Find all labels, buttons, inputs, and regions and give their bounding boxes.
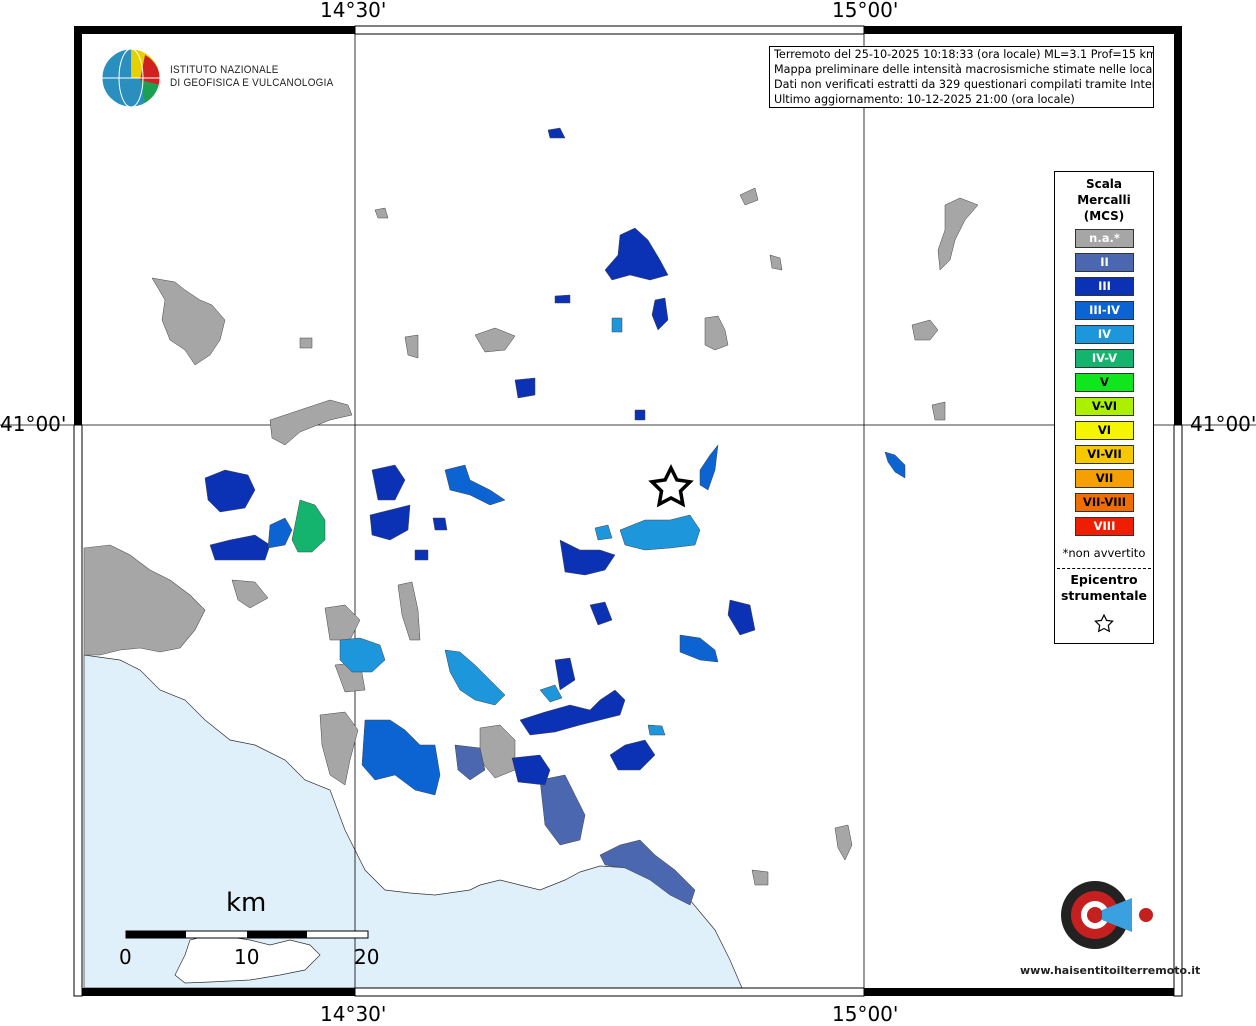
legend-item: VII <box>1075 469 1134 488</box>
scale-tick-10: 10 <box>234 945 260 969</box>
legend-item: VI-VII <box>1075 445 1134 464</box>
ingv-name-line1: ISTITUTO NAZIONALE <box>170 64 279 76</box>
legend-item: IV <box>1075 325 1134 344</box>
legend-title-line1: Scala <box>1085 177 1123 191</box>
legend-item: V <box>1075 373 1134 392</box>
legend-epicenter-line1: Epicentro <box>1070 572 1138 587</box>
legend-item: n.a.* <box>1075 229 1134 248</box>
municipality-polygons <box>151 127 979 906</box>
scale-tick-0: 0 <box>119 945 132 969</box>
legend-title-line3: (MCS) <box>1083 209 1125 223</box>
legend-item: III <box>1075 277 1134 296</box>
event-info-line3: Dati non verificati estratti da 329 ques… <box>774 78 1154 91</box>
scale-bar <box>125 930 369 939</box>
scale-unit: km <box>226 888 267 918</box>
lat-label-right: 41°00' <box>1190 412 1256 436</box>
legend-item: VI <box>1075 421 1134 440</box>
legend-epicenter-line2: strumentale <box>1060 588 1148 603</box>
mcs-legend: Scala Mercalli (MCS) n.a.* II III III-IV IV I… <box>1054 171 1154 644</box>
star-icon <box>1094 613 1114 633</box>
scale-tick-20: 20 <box>354 945 380 969</box>
gray-land-coast <box>83 544 206 656</box>
legend-epicenter-label: Epicentro strumentale <box>1055 572 1153 604</box>
legend-item: IV-V <box>1075 349 1134 368</box>
legend-item: III-IV <box>1075 301 1134 320</box>
legend-note: *non avvertito <box>1062 546 1146 560</box>
lon-label-bottom-2: 15°00' <box>832 1002 899 1026</box>
legend-item: VII-VIII <box>1075 493 1134 512</box>
ingv-logo-icon <box>101 48 161 108</box>
lon-label-top-1: 14°30' <box>320 0 387 22</box>
legend-item: VIII <box>1075 517 1134 536</box>
legend-separator <box>1057 568 1151 569</box>
legend-item: V-VI <box>1075 397 1134 416</box>
event-info-line1: Terremoto del 25-10-2025 10:18:33 (ora l… <box>774 48 1154 61</box>
ingv-name: ISTITUTO NAZIONALE DI GEOFISICA E VULCAN… <box>170 64 334 90</box>
haisentito-logo-icon <box>1061 881 1153 949</box>
ingv-name-line2: DI GEOFISICA E VULCANOLOGIA <box>170 77 334 89</box>
legend-item: II <box>1075 253 1134 272</box>
legend-title: Scala Mercalli (MCS) <box>1055 176 1153 224</box>
event-info-box: Terremoto del 25-10-2025 10:18:33 (ora l… <box>769 46 1154 108</box>
lon-label-top-2: 15°00' <box>832 0 899 22</box>
lat-label-left: 41°00' <box>0 412 67 436</box>
event-info-line4: Ultimo aggiornamento: 10-12-2025 21:00 (… <box>774 93 1075 106</box>
haisentito-site-text: www.haisentitoilterremoto.it <box>1020 964 1201 977</box>
event-info-line2: Mappa preliminare delle intensità macros… <box>774 63 1154 76</box>
lon-label-bottom-1: 14°30' <box>320 1002 387 1026</box>
epicenter-marker <box>648 464 694 508</box>
legend-title-line2: Mercalli <box>1077 193 1131 207</box>
